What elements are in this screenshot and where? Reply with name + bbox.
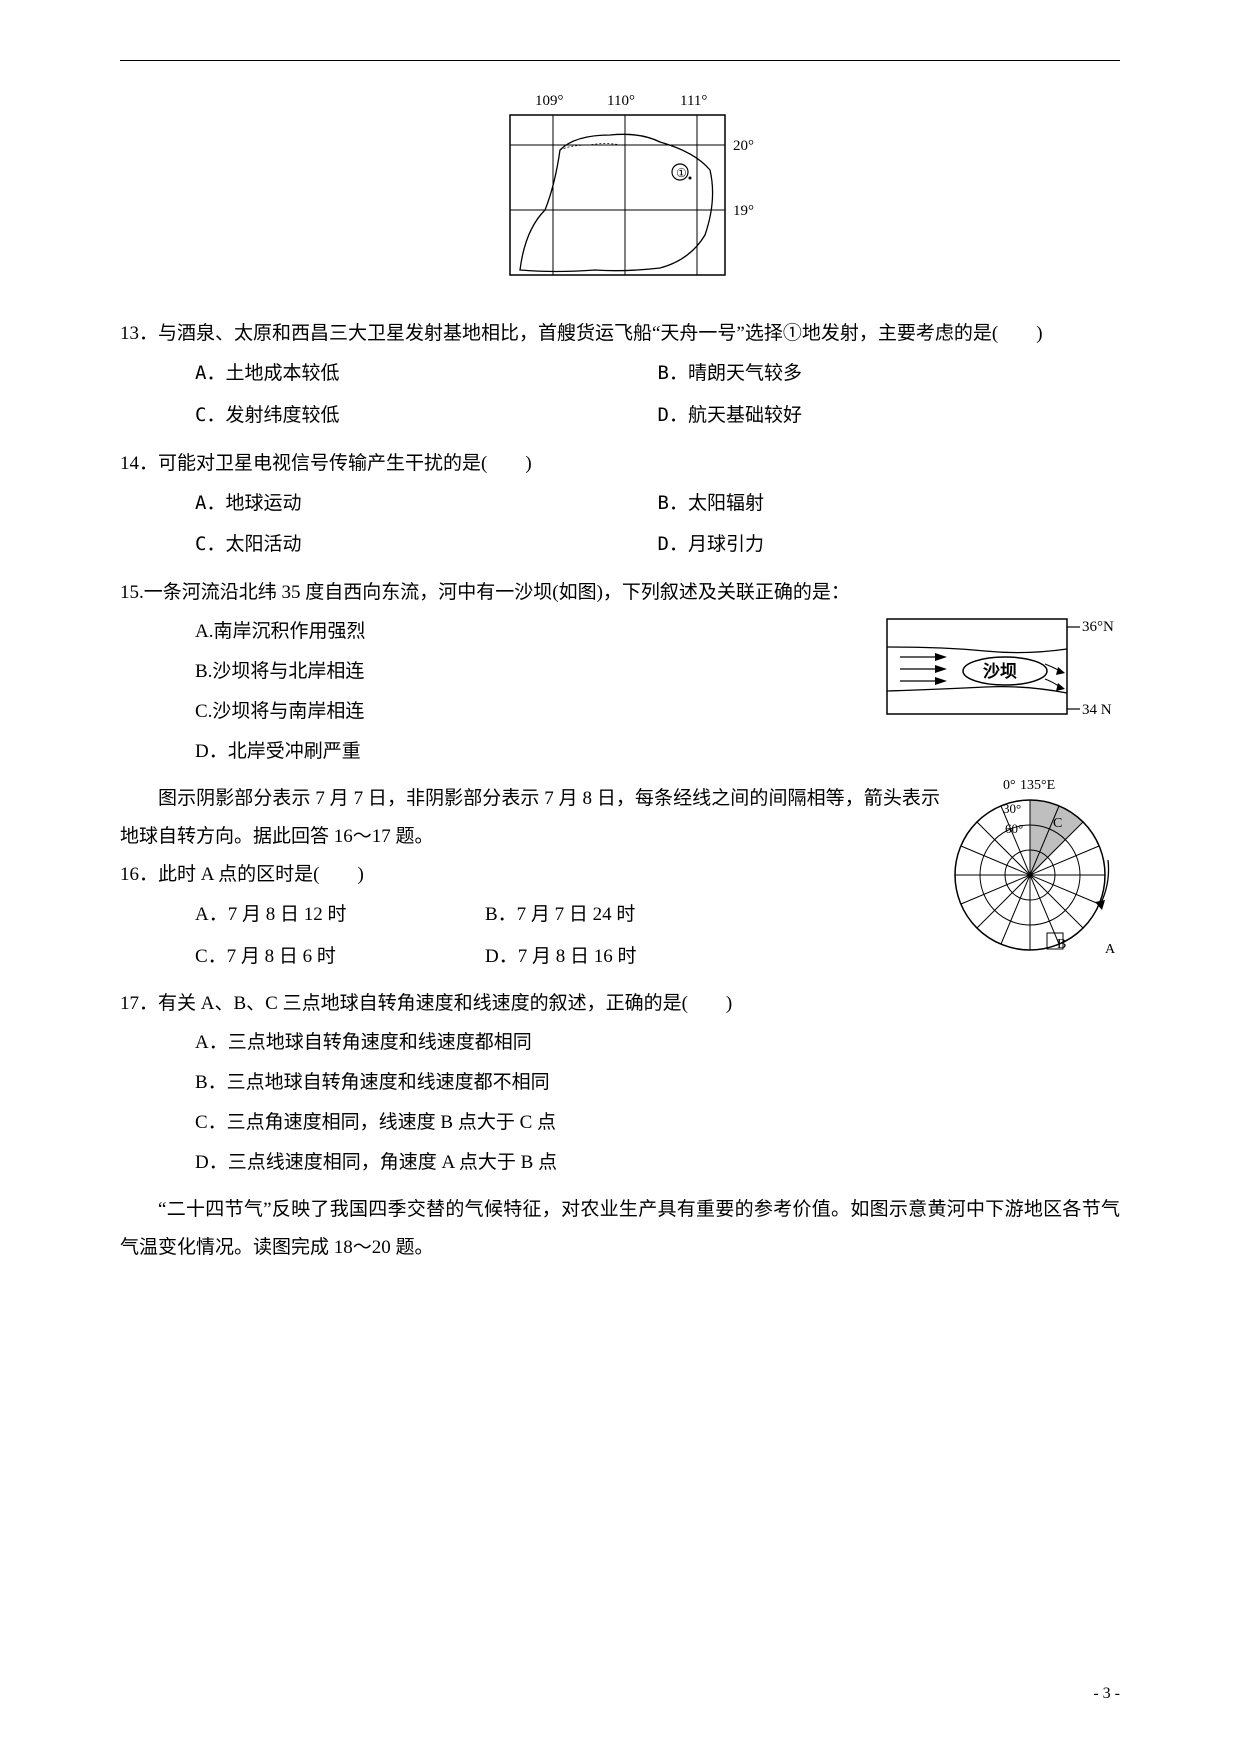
q16-opt-c: C．7 月 8 日 6 时	[195, 936, 485, 978]
lat-20: 20°	[733, 138, 754, 154]
lat-36: 36°N	[1082, 619, 1114, 635]
header-line	[120, 60, 1120, 61]
q13-stem: 13．与酒泉、太原和西昌三大卫星发射基地相比，首艘货运飞船“天舟一号”选择①地发…	[120, 315, 1120, 353]
lon-109: 109°	[535, 93, 564, 109]
q17-opt-b: B．三点地球自转角速度和线速度都不相同	[120, 1063, 1120, 1103]
question-14: 14．可能对卫星电视信号传输产生干扰的是( ) A．地球运动 B．太阳辐射 C．…	[120, 445, 1120, 567]
q13-opt-a: A．土地成本较低	[195, 353, 658, 395]
page-number: - 3 -	[1093, 1685, 1120, 1703]
q14-stem: 14．可能对卫星电视信号传输产生干扰的是( )	[120, 445, 1120, 483]
globe-a: A	[1105, 942, 1116, 957]
q13-opt-d: D．航天基础较好	[658, 395, 1121, 437]
globe-0: 0°	[1003, 778, 1016, 793]
q15-opt-d: D．北岸受冲刷严重	[120, 732, 1120, 772]
globe-30: 30°	[1003, 801, 1021, 816]
intro-18-20: “二十四节气”反映了我国四季交替的气候特征，对农业生产具有重要的参考价值。如图示…	[120, 1191, 1120, 1267]
globe-figure: 0° 135°E 30° 60° C B A	[945, 775, 1120, 960]
marker-label: ①	[676, 166, 687, 180]
q17-stem: 17．有关 A、B、C 三点地球自转角速度和线速度的叙述，正确的是( )	[120, 985, 1120, 1023]
q14-opt-d: D．月球引力	[658, 524, 1121, 566]
sandbar-label: 沙坝	[983, 662, 1017, 681]
q17-opt-d: D．三点线速度相同，角速度 A 点大于 B 点	[120, 1143, 1120, 1183]
question-17: 17．有关 A、B、C 三点地球自转角速度和线速度的叙述，正确的是( ) A．三…	[120, 985, 1120, 1183]
q16-opt-d: D．7 月 8 日 16 时	[485, 936, 775, 978]
q17-opt-a: A．三点地球自转角速度和线速度都相同	[120, 1023, 1120, 1063]
q17-opt-c: C．三点角速度相同，线速度 B 点大于 C 点	[120, 1103, 1120, 1143]
q15-stem: 15.一条河流沿北纬 35 度自西向东流，河中有一沙坝(如图)，下列叙述及关联正…	[120, 574, 1120, 612]
lon-110: 110°	[607, 93, 635, 109]
globe-c: C	[1053, 816, 1062, 831]
q16-opt-b: B．7 月 7 日 24 时	[485, 894, 775, 936]
q14-opt-a: A．地球运动	[195, 483, 658, 525]
lat-34: 34 N	[1082, 702, 1112, 718]
lon-111: 111°	[680, 93, 707, 109]
globe-b: B	[1057, 937, 1066, 952]
globe-60: 60°	[1005, 821, 1023, 836]
river-figure: 36°N 34 N 沙坝	[885, 609, 1120, 724]
map-svg: 109° 110° 111° 20° 19° ①	[475, 90, 765, 285]
island-outline	[520, 134, 713, 271]
q16-17-block: 图示阴影部分表示 7 月 7 日，非阴影部分表示 7 月 8 日，每条经线之间的…	[120, 780, 1120, 978]
q13-opt-c: C．发射纬度较低	[195, 395, 658, 437]
lat-19: 19°	[733, 203, 754, 219]
q13-opt-b: B．晴朗天气较多	[658, 353, 1121, 395]
page-content: 109° 110° 111° 20° 19° ① 13．与酒泉、太原和西昌三大卫…	[120, 90, 1120, 1267]
globe-135e: 135°E	[1020, 778, 1055, 793]
q16-opt-a: A．7 月 8 日 12 时	[195, 894, 485, 936]
question-15: 15.一条河流沿北纬 35 度自西向东流，河中有一沙坝(如图)，下列叙述及关联正…	[120, 574, 1120, 772]
question-13: 13．与酒泉、太原和西昌三大卫星发射基地相比，首艘货运飞船“天舟一号”选择①地发…	[120, 315, 1120, 437]
q14-opt-b: B．太阳辐射	[658, 483, 1121, 525]
map-figure-q13: 109° 110° 111° 20° 19° ①	[120, 90, 1120, 285]
q14-opt-c: C．太阳活动	[195, 524, 658, 566]
